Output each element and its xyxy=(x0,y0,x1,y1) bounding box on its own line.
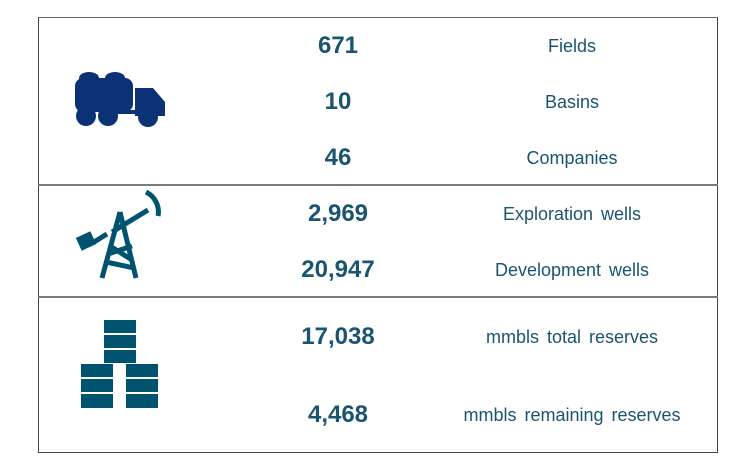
summary-table xyxy=(38,17,718,453)
section-divider xyxy=(38,296,718,298)
development-wells-label: Development wells xyxy=(494,260,650,280)
oil-barrels-icon xyxy=(81,320,158,408)
basins-count: 10 xyxy=(324,88,352,115)
section-divider xyxy=(38,184,718,186)
companies-count: 46 xyxy=(324,144,352,171)
total-reserves-label: mmbls total reserves xyxy=(485,327,659,347)
remaining-reserves-label: mmbls remaining reserves xyxy=(463,405,681,425)
fields-label: Fields xyxy=(547,36,596,56)
fields-count: 671 xyxy=(317,32,359,59)
remaining-reserves-value: 4,468 xyxy=(307,401,369,428)
basins-label: Basins xyxy=(544,92,600,112)
exploration-wells-count: 2,969 xyxy=(307,200,369,227)
development-wells-count: 20,947 xyxy=(301,256,375,283)
tanker-truck-icon xyxy=(75,72,165,127)
total-reserves-value: 17,038 xyxy=(301,323,375,350)
companies-label: Companies xyxy=(526,148,618,168)
oil-pump-jack-icon xyxy=(75,190,161,279)
exploration-wells-label: Exploration wells xyxy=(502,204,642,224)
